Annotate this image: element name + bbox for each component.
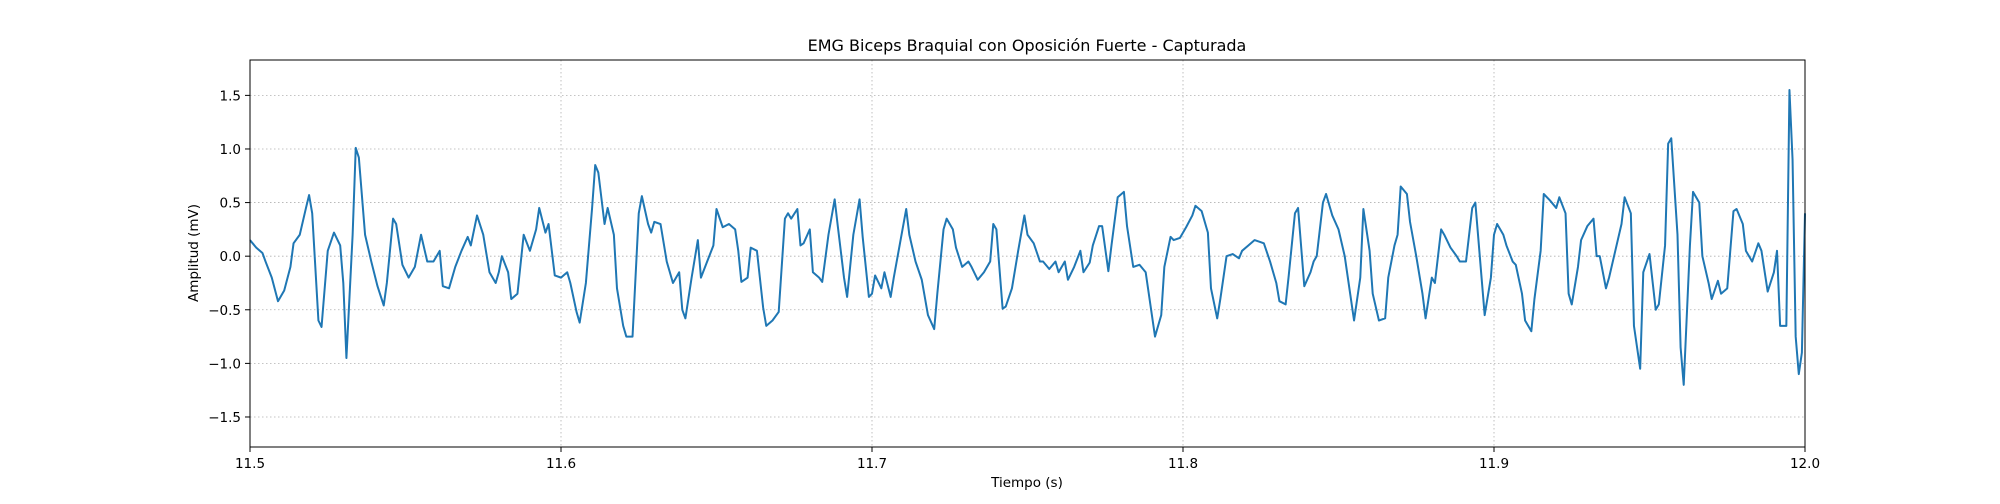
x-tick-label: 11.9 <box>1479 456 1509 472</box>
y-axis-label: Amplitud (mV) <box>186 204 202 302</box>
emg-signal-line <box>249 89 1806 386</box>
series-group <box>249 89 1806 386</box>
y-tick-label: −1.5 <box>208 410 241 426</box>
x-axis-label: Tiempo (s) <box>990 475 1063 491</box>
y-tick-label: 0.5 <box>220 196 241 212</box>
x-tick-label: 12.0 <box>1790 456 1820 472</box>
y-axis: 1.5 1.0 0.5 0.0 −0.5 −1.0 −1.5 <box>208 88 250 426</box>
y-tick-label: 0.0 <box>220 249 241 265</box>
plot-frame <box>249 59 1806 448</box>
x-tick-label: 11.5 <box>235 456 265 472</box>
y-tick-label: 1.0 <box>220 142 241 158</box>
y-tick-label: −0.5 <box>208 303 241 319</box>
x-tick-label: 11.6 <box>546 456 576 472</box>
x-tick-label: 11.8 <box>1168 456 1198 472</box>
x-tick-label: 11.7 <box>857 456 887 472</box>
y-tick-label: 1.5 <box>220 88 241 104</box>
y-tick-label: −1.0 <box>208 356 241 372</box>
x-axis: 11.5 11.6 11.7 11.8 11.9 12.0 <box>235 447 1820 472</box>
grid <box>249 60 1806 447</box>
chart-title: EMG Biceps Braquial con Oposición Fuerte… <box>808 36 1247 55</box>
